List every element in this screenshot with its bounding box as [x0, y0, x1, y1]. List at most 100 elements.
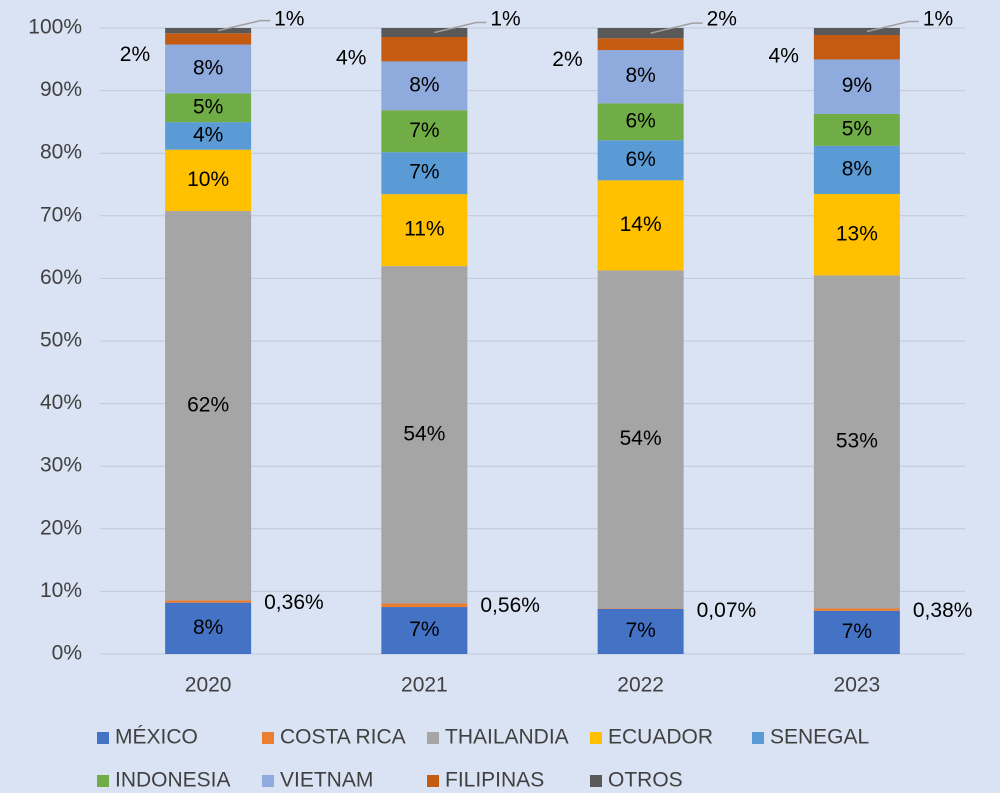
data-label: 1%: [490, 8, 520, 31]
bar-segment: [165, 93, 252, 123]
legend-swatch: [590, 775, 602, 787]
x-tick-label: 2020: [185, 674, 232, 697]
bar-segment: [597, 38, 684, 51]
legend-label: ECUADOR: [608, 726, 713, 749]
data-label: 2%: [707, 8, 737, 31]
data-label: 4%: [336, 47, 366, 70]
legend-swatch: [97, 775, 109, 787]
y-tick-label: 20%: [40, 516, 82, 539]
y-tick-label: 40%: [40, 391, 82, 414]
data-label: 10%: [187, 168, 229, 191]
legend-swatch: [262, 732, 274, 744]
data-label: 5%: [193, 95, 223, 118]
legend-label: FILIPINAS: [445, 769, 544, 792]
legend-swatch: [427, 732, 439, 744]
data-label: 8%: [625, 64, 655, 87]
x-tick-label: 2021: [401, 674, 448, 697]
data-label: 0,36%: [264, 591, 324, 614]
data-label: 9%: [842, 74, 872, 97]
bar-segment: [381, 37, 468, 62]
bar-segment: [813, 35, 900, 60]
y-tick-label: 0%: [52, 642, 82, 665]
legend-swatch: [262, 775, 274, 787]
leader-line: [217, 19, 271, 32]
leader-line: [866, 20, 919, 33]
legend-label: SENEGAL: [770, 726, 869, 749]
bar-segment: [381, 152, 468, 195]
data-label: 1%: [274, 8, 304, 31]
bar-segment: [813, 113, 900, 146]
bar-segment: [165, 211, 252, 601]
bar-segment: [381, 194, 468, 267]
x-tick-label: 2022: [617, 674, 664, 697]
data-label: 54%: [403, 422, 445, 445]
bar-segment: [165, 33, 252, 45]
legend-swatch: [590, 732, 602, 744]
bar-segment: [813, 275, 900, 609]
data-label: 4%: [193, 123, 223, 146]
legend-label: INDONESIA: [115, 769, 231, 792]
y-tick-label: 30%: [40, 454, 82, 477]
y-tick-label: 10%: [40, 579, 82, 602]
legend-label: THAILANDIA: [445, 726, 569, 749]
data-label: 8%: [193, 56, 223, 79]
bar-segment: [381, 603, 468, 608]
bar-segment: [813, 28, 900, 36]
bar-segment: [597, 180, 684, 271]
y-tick-label: 90%: [40, 78, 82, 101]
data-label: 7%: [625, 619, 655, 642]
data-label: 1%: [923, 8, 953, 31]
data-label: 2%: [120, 43, 150, 66]
data-label: 6%: [625, 148, 655, 171]
bar-segment: [597, 608, 684, 654]
data-label: 0,38%: [913, 599, 973, 622]
bar-segment: [165, 600, 252, 603]
bar-segment: [381, 61, 468, 111]
y-tick-label: 50%: [40, 329, 82, 352]
bar-segment: [165, 122, 252, 150]
data-label: 53%: [836, 429, 878, 452]
bar-segment: [813, 145, 900, 195]
data-label: 7%: [409, 161, 439, 184]
bar-segment: [597, 270, 684, 609]
legend-label: MÉXICO: [115, 726, 198, 749]
legend-swatch: [752, 732, 764, 744]
bar-segment: [381, 607, 468, 654]
data-label: 8%: [193, 616, 223, 639]
data-label: 8%: [842, 157, 872, 180]
data-label: 0,56%: [480, 594, 540, 617]
bar-segment: [813, 59, 900, 114]
data-label: 7%: [842, 620, 872, 643]
leader-line: [650, 22, 703, 34]
bar-segment: [165, 149, 252, 212]
data-label: 8%: [409, 73, 439, 96]
bar-segment: [597, 50, 684, 104]
bar-segment: [165, 602, 252, 654]
bar-segment: [381, 28, 468, 38]
bar-segment: [813, 194, 900, 276]
data-label: 13%: [836, 222, 878, 245]
data-label: 2%: [552, 48, 582, 71]
bar-segment: [165, 44, 252, 94]
x-tick-label: 2023: [834, 674, 881, 697]
bar-segment: [597, 140, 684, 181]
data-label: 14%: [620, 213, 662, 236]
data-label: 7%: [409, 618, 439, 641]
data-label: 0,07%: [697, 599, 757, 622]
legend-label: OTROS: [608, 769, 683, 792]
legend-swatch: [97, 732, 109, 744]
bar-segment: [597, 103, 684, 141]
data-label: 4%: [769, 45, 799, 68]
bar-segment: [813, 610, 900, 654]
bar-segment: [381, 266, 468, 604]
bar-segment: [813, 608, 900, 611]
data-label: 11%: [404, 218, 444, 241]
bar-segment: [165, 28, 252, 34]
legend-label: COSTA RICA: [280, 726, 406, 749]
legend-swatch: [427, 775, 439, 787]
y-tick-label: 100%: [28, 16, 82, 39]
data-label: 62%: [187, 393, 229, 416]
bar-segment: [381, 110, 468, 153]
y-tick-label: 70%: [40, 203, 82, 226]
